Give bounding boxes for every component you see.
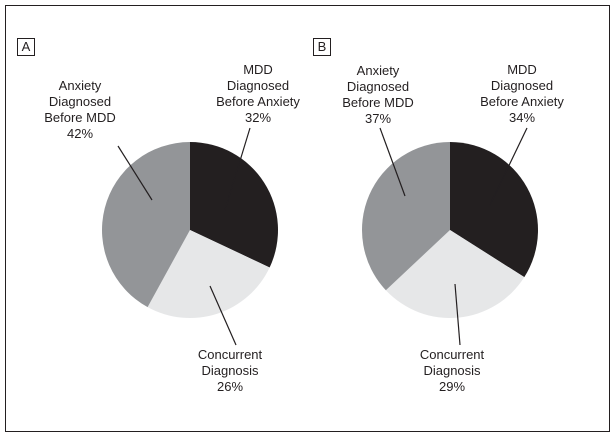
panel-label: B — [313, 38, 331, 56]
slice-value-label: 26% — [216, 379, 244, 394]
slice-label: MDD Diagnosed Before Anxiety 32% — [198, 62, 318, 126]
slice-label: Anxiety Diagnosed Before MDD 37% — [318, 63, 438, 127]
leader-line — [209, 285, 237, 346]
slice-name: Concurrent Diagnosis — [197, 347, 263, 378]
frame — [5, 5, 610, 432]
leader-line — [117, 145, 153, 201]
leader-line — [454, 283, 461, 346]
slice-name: Anxiety Diagnosed Before MDD — [44, 78, 116, 125]
pie-slice — [362, 142, 450, 291]
slice-name: Concurrent Diagnosis — [419, 347, 485, 378]
slice-label: Concurrent Diagnosis 29% — [392, 347, 512, 395]
slice-value-label: 37% — [364, 111, 392, 126]
slice-label: Concurrent Diagnosis 26% — [170, 347, 290, 395]
pie-slice — [450, 142, 539, 278]
slice-label: MDD Diagnosed Before Anxiety 34% — [462, 62, 582, 126]
panel-label: A — [17, 38, 35, 56]
slice-name: MDD Diagnosed Before Anxiety — [216, 62, 300, 109]
pie-slice — [190, 142, 278, 268]
slice-value-label: 42% — [66, 126, 94, 141]
leader-line — [379, 127, 406, 197]
leader-line — [489, 127, 528, 206]
slice-name: Anxiety Diagnosed Before MDD — [342, 63, 414, 110]
slice-name: MDD Diagnosed Before Anxiety — [480, 62, 564, 109]
pie-slice — [101, 142, 190, 308]
slice-value-label: 29% — [438, 379, 466, 394]
pie-slice — [147, 230, 270, 319]
leader-line — [224, 127, 251, 211]
slice-label: Anxiety Diagnosed Before MDD 42% — [20, 78, 140, 142]
slice-value-label: 32% — [244, 110, 272, 125]
slice-value-label: 34% — [508, 110, 536, 125]
pie-slice — [385, 230, 525, 318]
